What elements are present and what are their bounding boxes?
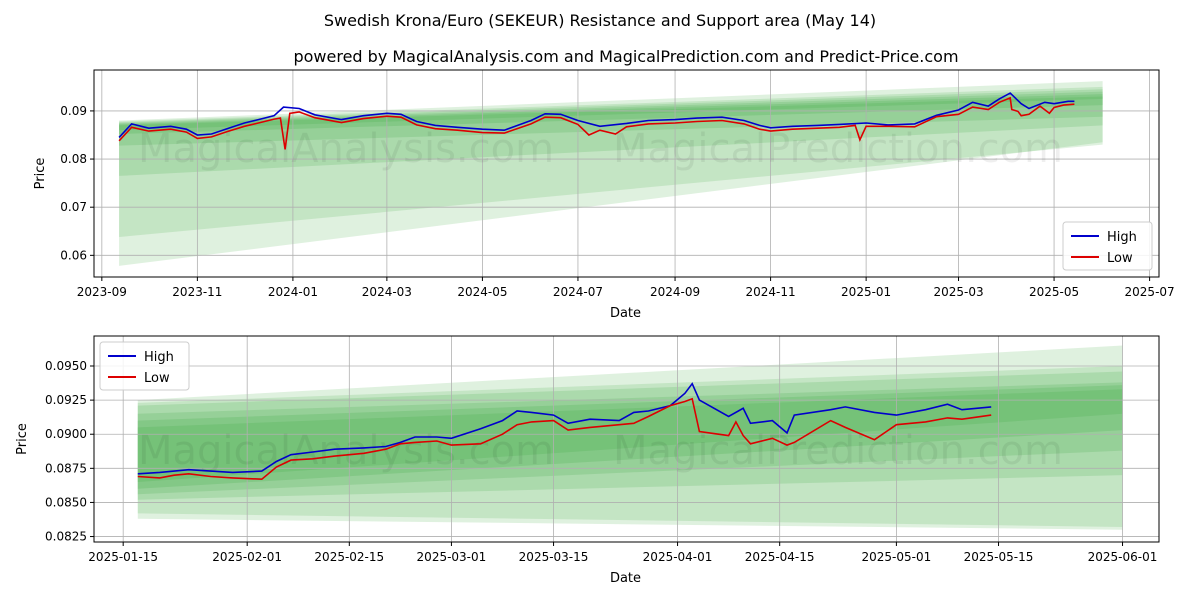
x-tick-label: 2025-05-15 — [964, 550, 1034, 564]
x-tick-label: 2025-07 — [1125, 285, 1175, 299]
x-tick-label: 2025-01-15 — [88, 550, 158, 564]
y-tick-label: 0.0900 — [45, 427, 87, 441]
x-tick-label: 2025-06-01 — [1088, 550, 1158, 564]
x-tick-label: 2023-09 — [77, 285, 127, 299]
band-6 — [119, 96, 1103, 131]
band-3 — [137, 371, 1123, 500]
y-tick-label: 0.0925 — [45, 393, 87, 407]
x-tick-label: 2024-09 — [650, 285, 700, 299]
x-tick-label: 2025-03-01 — [417, 550, 487, 564]
y-tick-label: 0.0850 — [45, 495, 87, 509]
x-tick-label: 2024-05 — [457, 285, 507, 299]
y-axis-label: Price — [33, 158, 48, 190]
y-tick-label: 0.09 — [60, 104, 87, 118]
band-5 — [137, 385, 1123, 489]
band-2 — [119, 86, 1103, 238]
y-tick-label: 0.0875 — [45, 461, 87, 475]
band-1 — [137, 345, 1123, 530]
watermark-text: MagicalAnalysis.com — [138, 428, 554, 474]
x-tick-label: 2025-05 — [1029, 285, 1079, 299]
series-line-low — [118, 96, 1075, 150]
band-5 — [119, 94, 1103, 135]
x-tick-label: 2024-11 — [746, 285, 796, 299]
x-axis-label: Date — [610, 571, 641, 586]
y-axis-label: Price — [15, 423, 30, 455]
series-line-high — [137, 382, 992, 475]
series-line-low — [137, 397, 992, 481]
y-tick-label: 0.06 — [60, 248, 87, 262]
legend-label-high: High — [144, 350, 174, 365]
x-tick-label: 2025-02-01 — [212, 550, 282, 564]
x-tick-label: 2025-04-15 — [745, 550, 815, 564]
chart-panel-1: MagicalAnalysis.com MagicalPrediction.com… — [33, 69, 1175, 321]
legend-label-high: High — [1107, 230, 1137, 245]
legend-label-low: Low — [1107, 251, 1133, 266]
y-tick-label: 0.0950 — [45, 359, 87, 373]
plot-frame — [93, 69, 1160, 278]
y-tick-label: 0.07 — [60, 200, 87, 214]
x-tick-label: 2024-03 — [362, 285, 412, 299]
y-tick-label: 0.08 — [60, 152, 87, 166]
x-tick-label: 2025-03-15 — [519, 550, 589, 564]
x-tick-label: 2024-07 — [553, 285, 603, 299]
y-tick-label: 0.0825 — [45, 530, 87, 544]
chart-subtitle: powered by MagicalAnalysis.com and Magic… — [293, 47, 958, 66]
band-4 — [137, 382, 1123, 495]
legend: High Low — [1062, 221, 1153, 271]
x-tick-label: 2024-01 — [268, 285, 318, 299]
legend-label-low: Low — [144, 371, 170, 386]
support-resistance-bands — [119, 81, 1103, 266]
x-axis-label: Date — [610, 306, 641, 321]
chart-title: Swedish Krona/Euro (SEKEUR) Resistance a… — [324, 11, 876, 30]
series-line-high — [118, 92, 1075, 138]
watermark-text: MagicalPrediction.com — [613, 126, 1063, 172]
x-tick-label: 2025-01 — [841, 285, 891, 299]
x-tick-label: 2025-04-01 — [643, 550, 713, 564]
x-tick-label: 2025-02-15 — [314, 550, 384, 564]
x-tick-label: 2023-11 — [172, 285, 222, 299]
legend: High Low — [99, 341, 190, 391]
x-tick-label: 2025-03 — [933, 285, 983, 299]
x-tick-label: 2025-05-01 — [862, 550, 932, 564]
band-4 — [119, 91, 1103, 146]
support-resistance-bands — [137, 345, 1123, 530]
band-1 — [119, 81, 1103, 266]
plot-frame — [93, 335, 1160, 543]
band-2 — [137, 366, 1123, 527]
chart-panel-2: MagicalAnalysis.com MagicalPrediction.com… — [15, 335, 1160, 586]
watermark-text: MagicalPrediction.com — [613, 428, 1063, 474]
